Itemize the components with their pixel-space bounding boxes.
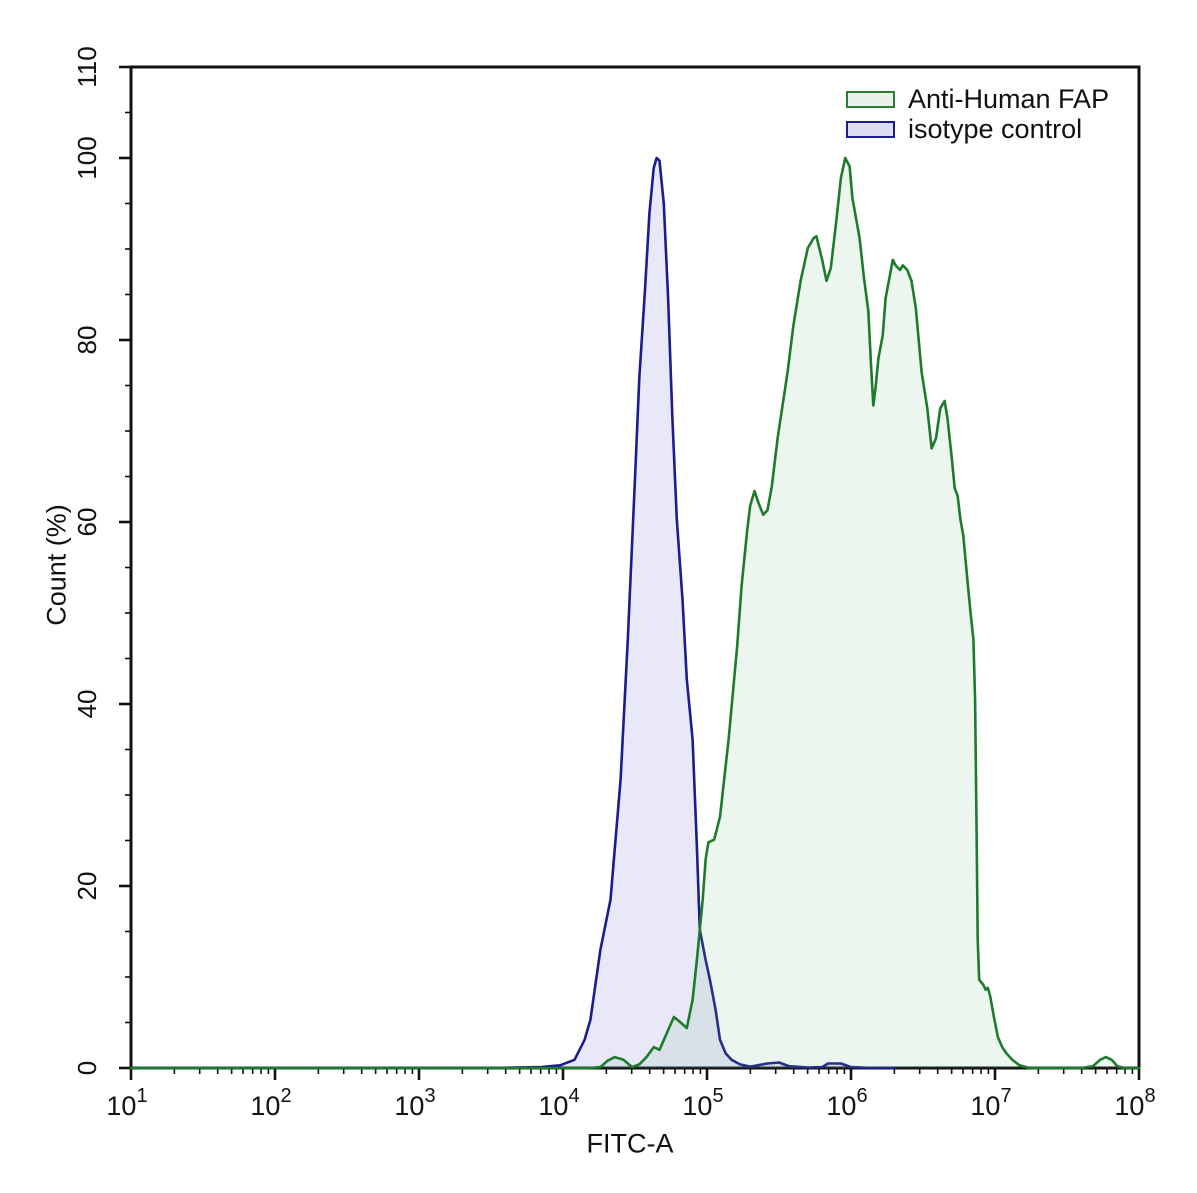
- x-tick-label: 106: [826, 1085, 867, 1121]
- series-line-anti-human-fap: [129, 156, 1141, 1070]
- y-tick-label: 110: [72, 46, 102, 87]
- legend-item-isotype-control: isotype control: [846, 114, 1109, 144]
- x-tick-label: 102: [250, 1085, 291, 1121]
- y-tick-label: 20: [72, 872, 102, 901]
- x-axis-title: FITC-A: [586, 1128, 674, 1159]
- x-tick-label: 101: [106, 1085, 147, 1121]
- series-line-isotype-control: [129, 156, 896, 1070]
- y-tick-label: 60: [72, 508, 102, 537]
- chart-legend: Anti-Human FAP isotype control: [846, 84, 1109, 144]
- y-tick-label: 40: [72, 690, 102, 719]
- legend-swatch-blue-icon: [846, 120, 895, 138]
- y-axis-title: Count (%): [41, 504, 72, 626]
- y-tick-label: 0: [72, 1061, 102, 1075]
- series-fill-anti-human-fap: [131, 158, 1139, 1068]
- x-tick-label: 108: [1114, 1085, 1155, 1121]
- legend-label-anti-human-fap: Anti-Human FAP: [908, 83, 1110, 114]
- y-tick-label: 80: [72, 326, 102, 355]
- y-tick-label: 100: [72, 136, 102, 179]
- legend-label-isotype-control: isotype control: [908, 113, 1083, 144]
- x-tick-label: 107: [970, 1085, 1011, 1121]
- x-tick-label: 104: [538, 1085, 579, 1121]
- x-tick-label: 103: [394, 1085, 435, 1121]
- x-tick-label: 105: [682, 1085, 723, 1121]
- legend-swatch-green-icon: [846, 90, 895, 108]
- legend-item-anti-human-fap: Anti-Human FAP: [846, 84, 1109, 114]
